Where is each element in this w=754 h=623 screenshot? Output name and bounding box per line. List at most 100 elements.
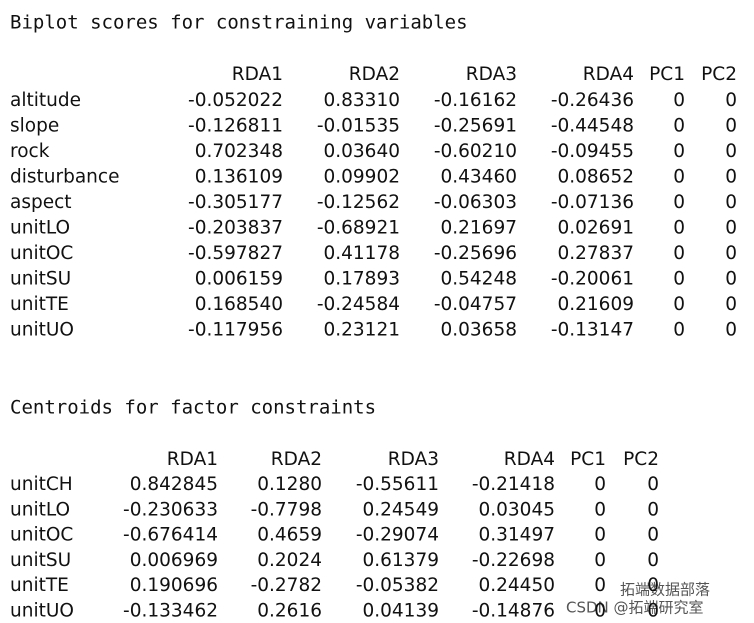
row-name: altitude — [10, 90, 81, 111]
cell-value: -0.25691 — [434, 116, 517, 137]
column-header: RDA1 — [232, 64, 283, 85]
cell-value: 0 — [594, 499, 606, 520]
column-header: RDA3 — [388, 449, 439, 470]
row-name: unitLO — [10, 218, 70, 239]
cell-value: -0.25696 — [434, 243, 517, 264]
cell-value: -0.29074 — [356, 525, 439, 546]
cell-value: 0.168540 — [195, 294, 283, 315]
cell-value: 0 — [594, 575, 606, 596]
cell-value: 0 — [673, 269, 685, 290]
cell-value: 0.24549 — [362, 499, 439, 520]
cell-value: 0 — [673, 320, 685, 341]
cell-value: 0 — [673, 218, 685, 239]
cell-value: 0.31497 — [478, 525, 555, 546]
cell-value: 0 — [647, 601, 659, 622]
cell-value: 0 — [594, 601, 606, 622]
column-header: PC1 — [649, 64, 685, 85]
cell-value: -0.05382 — [356, 575, 439, 596]
cell-value: -0.126811 — [188, 116, 283, 137]
row-name: unitUO — [10, 320, 74, 341]
column-header: RDA2 — [271, 449, 322, 470]
cell-value: -0.2782 — [251, 575, 322, 596]
cell-value: 0.43460 — [440, 167, 517, 188]
cell-value: 0.006969 — [130, 550, 218, 571]
cell-value: 0.2616 — [257, 601, 322, 622]
section-title: Centroids for factor constraints — [10, 397, 376, 419]
cell-value: -0.07136 — [551, 192, 634, 213]
cell-value: 0 — [673, 294, 685, 315]
row-name: unitCH — [10, 474, 73, 495]
cell-value: 0.54248 — [440, 269, 517, 290]
cell-value: -0.597827 — [188, 243, 283, 264]
cell-value: 0.08652 — [557, 167, 634, 188]
row-name: unitLO — [10, 499, 70, 520]
cell-value: 0 — [725, 167, 737, 188]
row-name: unitOC — [10, 243, 73, 264]
row-name: unitOC — [10, 525, 73, 546]
cell-value: 0 — [594, 550, 606, 571]
cell-value: -0.117956 — [188, 320, 283, 341]
cell-value: 0.24450 — [478, 575, 555, 596]
cell-value: 0 — [725, 320, 737, 341]
cell-value: 0 — [673, 90, 685, 111]
column-header: RDA4 — [583, 64, 634, 85]
cell-value: -0.16162 — [434, 90, 517, 111]
row-name: unitSU — [10, 269, 71, 290]
cell-value: 0 — [673, 141, 685, 162]
row-name: unitSU — [10, 550, 71, 571]
cell-value: 0.17893 — [323, 269, 400, 290]
column-header: RDA1 — [167, 449, 218, 470]
cell-value: 0.61379 — [362, 550, 439, 571]
cell-value: 0.03658 — [440, 320, 517, 341]
cell-value: 0 — [594, 525, 606, 546]
cell-value: 0 — [673, 243, 685, 264]
cell-value: 0 — [673, 192, 685, 213]
cell-value: -0.230633 — [123, 499, 218, 520]
cell-value: 0 — [725, 90, 737, 111]
cell-value: -0.55611 — [356, 474, 439, 495]
column-header: PC1 — [570, 449, 606, 470]
cell-value: 0 — [647, 474, 659, 495]
column-header: PC2 — [623, 449, 659, 470]
row-name: aspect — [10, 192, 72, 213]
cell-value: -0.133462 — [123, 601, 218, 622]
cell-value: 0 — [725, 243, 737, 264]
cell-value: 0.27837 — [557, 243, 634, 264]
cell-value: 0 — [594, 474, 606, 495]
cell-value: 0 — [647, 525, 659, 546]
cell-value: 0.23121 — [323, 320, 400, 341]
cell-value: 0 — [725, 116, 737, 137]
row-name: unitTE — [10, 575, 69, 596]
cell-value: -0.676414 — [123, 525, 218, 546]
cell-value: 0.02691 — [557, 218, 634, 239]
row-name: unitUO — [10, 601, 74, 622]
cell-value: -0.14876 — [472, 601, 555, 622]
watermark-source: CSDN @拓端研究室 — [566, 599, 704, 617]
cell-value: 0.842845 — [130, 474, 218, 495]
cell-value: -0.60210 — [434, 141, 517, 162]
cell-value: -0.13147 — [551, 320, 634, 341]
watermark-brand: 拓端数据部落 — [620, 581, 710, 599]
cell-value: 0.2024 — [257, 550, 322, 571]
cell-value: 0 — [673, 167, 685, 188]
cell-value: 0.190696 — [130, 575, 218, 596]
cell-value: -0.26436 — [551, 90, 634, 111]
cell-value: -0.20061 — [551, 269, 634, 290]
cell-value: 0 — [725, 192, 737, 213]
cell-value: 0.03045 — [478, 499, 555, 520]
cell-value: 0.03640 — [323, 141, 400, 162]
cell-value: 0 — [673, 116, 685, 137]
cell-value: 0.702348 — [195, 141, 283, 162]
cell-value: -0.12562 — [317, 192, 400, 213]
cell-value: 0 — [647, 550, 659, 571]
row-name: unitTE — [10, 294, 69, 315]
cell-value: 0.21609 — [557, 294, 634, 315]
cell-value: 0.09902 — [323, 167, 400, 188]
row-name: rock — [10, 141, 50, 162]
cell-value: 0.4659 — [257, 525, 322, 546]
row-name: slope — [10, 116, 59, 137]
cell-value: 0.1280 — [257, 474, 322, 495]
cell-value: 0.83310 — [323, 90, 400, 111]
